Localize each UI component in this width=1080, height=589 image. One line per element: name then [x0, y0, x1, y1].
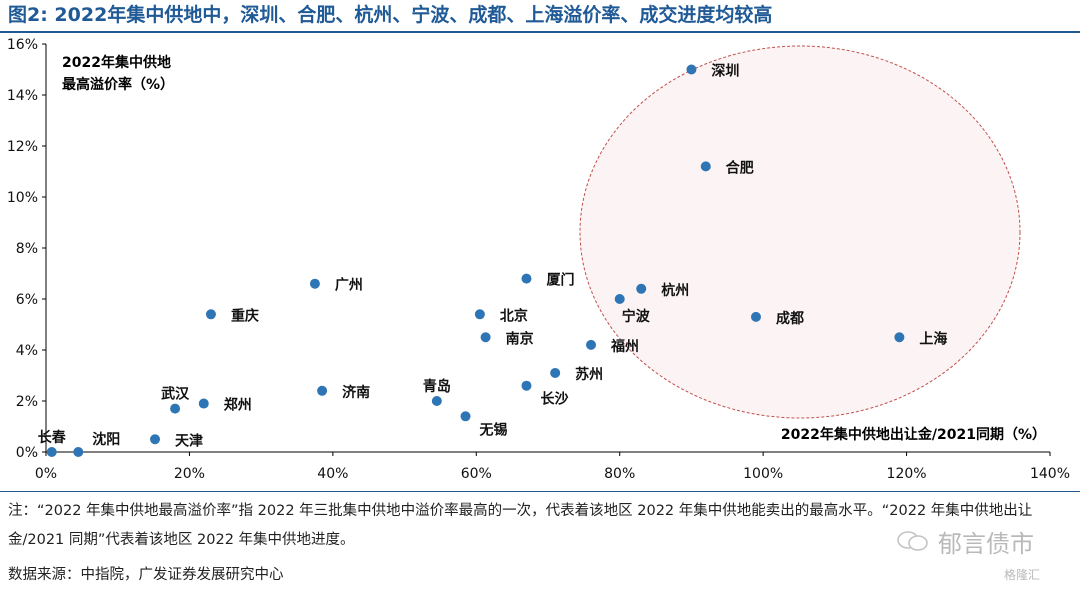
- data-point: [170, 403, 181, 414]
- point-label: 青岛: [423, 378, 451, 395]
- y-tick-label: 0%: [16, 445, 38, 461]
- x-axis-label: 2022年集中供地出让金/2021同期（%）: [781, 426, 1046, 443]
- footer-divider: [0, 491, 1080, 492]
- point-label: 苏州: [575, 366, 603, 383]
- watermark-account: 郁言债市: [900, 524, 1034, 559]
- point-label: 广州: [335, 277, 363, 294]
- x-tick-label: 40%: [317, 466, 348, 482]
- data-point: [686, 64, 697, 75]
- data-point: [521, 273, 532, 284]
- y-tick-label: 10%: [7, 190, 38, 206]
- point-label: 合肥: [726, 159, 754, 176]
- title-divider: [0, 31, 1080, 33]
- data-source: 数据来源：中指院，广发证券发展研究中心: [8, 567, 284, 583]
- point-label: 南京: [506, 330, 534, 347]
- tick-labels: 0% 2% 4% 6% 8% 10% 12% 14% 16% 0% 20% 40% 60% 80% 100%…: [7, 37, 1070, 482]
- footnote: 注：“2022 年集中供地最高溢价率”指 2022 年三批集中供地中溢价率最高的…: [8, 503, 1033, 548]
- data-point: [614, 294, 625, 304]
- data-point: [521, 380, 532, 391]
- point-label: 郑州: [224, 397, 252, 414]
- point-label: 深圳: [711, 63, 739, 80]
- highlight-ellipse-layer: [579, 45, 1021, 419]
- point-label: 长春: [38, 429, 67, 446]
- y-axis-label-line-2: 最高溢价率（%）: [62, 76, 174, 93]
- axes: [42, 43, 1051, 456]
- x-tick-label: 60%: [461, 466, 492, 482]
- point-label: 福州: [610, 338, 639, 355]
- y-tick-label: 8%: [16, 241, 38, 257]
- watermark-brand: 格隆汇: [1004, 568, 1041, 582]
- point-label: 北京: [500, 307, 528, 324]
- y-tick-label: 2%: [16, 394, 38, 410]
- x-tick-label: 0%: [35, 466, 57, 482]
- highlight-ellipse: [579, 45, 1021, 419]
- data-point: [317, 385, 328, 396]
- data-point: [46, 447, 57, 457]
- data-point: [150, 434, 161, 445]
- point-label: 长沙: [540, 391, 568, 408]
- point-label: 重庆: [231, 307, 259, 324]
- figure-title: 图2: 2022年集中供地中，深圳、合肥、杭州、宁波、成都、上海溢价率、成交进度…: [8, 4, 773, 26]
- y-tick-label: 4%: [16, 343, 38, 359]
- point-label: 成都: [776, 310, 804, 327]
- x-tick-label: 80%: [604, 466, 635, 482]
- x-tick-label: 20%: [174, 466, 205, 482]
- data-point: [205, 309, 216, 320]
- watermark-account-name: 郁言债市: [938, 530, 1034, 558]
- point-label: 宁波: [622, 308, 651, 325]
- wechat-icon: [897, 531, 928, 551]
- data-point: [894, 332, 905, 343]
- point-label: 上海: [919, 330, 947, 347]
- point-label: 武汉: [161, 386, 190, 403]
- point-label: 厦门: [546, 272, 574, 289]
- point-label: 杭州: [661, 282, 689, 299]
- y-tick-label: 14%: [7, 88, 38, 104]
- data-point: [73, 447, 84, 457]
- point-label: 济南: [342, 384, 370, 401]
- x-tick-label: 100%: [743, 466, 783, 482]
- x-tick-label: 140%: [1030, 466, 1070, 482]
- point-label: 沈阳: [92, 431, 120, 448]
- x-tick-label: 120%: [887, 466, 927, 482]
- y-tick-label: 16%: [7, 37, 38, 53]
- data-point: [750, 311, 761, 322]
- data-point: [474, 309, 485, 320]
- data-point: [636, 283, 647, 294]
- point-label: 无锡: [479, 421, 508, 438]
- data-points: [46, 64, 905, 457]
- y-axis-label-line-1: 2022年集中供地: [62, 54, 171, 71]
- y-tick-label: 6%: [16, 292, 38, 308]
- data-point: [460, 411, 471, 422]
- data-point: [198, 398, 209, 409]
- data-point: [550, 367, 561, 378]
- scatter-chart: 0% 2% 4% 6% 8% 10% 12% 14% 16% 0% 20% 40% 60% 80% 100%…: [7, 37, 1070, 482]
- data-point: [309, 278, 320, 289]
- data-point: [700, 161, 711, 172]
- data-point: [431, 396, 442, 406]
- point-label: 天津: [175, 432, 203, 449]
- data-point: [586, 339, 597, 350]
- data-point: [480, 332, 491, 343]
- y-tick-label: 12%: [7, 139, 38, 155]
